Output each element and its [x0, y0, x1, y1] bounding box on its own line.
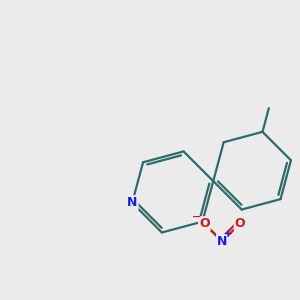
Text: N: N — [217, 235, 227, 248]
Text: N: N — [127, 196, 137, 209]
Text: O: O — [199, 217, 210, 230]
Text: O: O — [235, 217, 245, 230]
Text: +: + — [224, 230, 232, 239]
Text: −: − — [192, 212, 201, 222]
